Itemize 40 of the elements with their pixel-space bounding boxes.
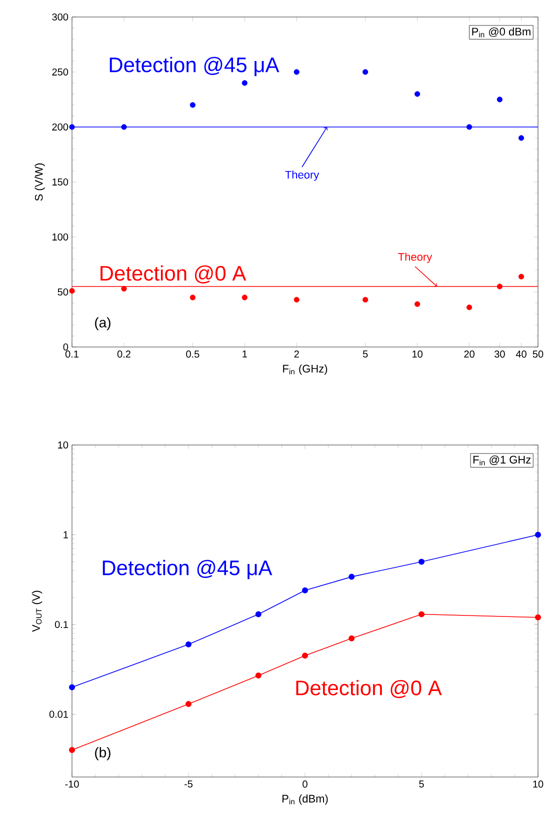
annotation: F$_{in}$ @1 GHz [473, 456, 531, 466]
y-tick-label: 0.1 [55, 620, 68, 628]
y-tick-label: 1 [64, 531, 68, 538]
y-tick-label: 50 [58, 288, 68, 296]
series-label: Detection @0 A [100, 265, 246, 284]
y-tick-label: 250 [52, 68, 68, 76]
x-axis-title: F$_{in}$ (GHz) [283, 364, 328, 375]
x-tick-label: 5 [363, 350, 368, 358]
x-tick-label: 40 [516, 350, 526, 358]
x-axis-title: P$_{in}$ (dBm) [282, 794, 328, 805]
y-tick-label: 0.01 [49, 710, 68, 718]
series-label: Detection @0 A [296, 680, 442, 698]
x-tick-label: 0.2 [117, 350, 130, 358]
y-tick-label: 0 [63, 343, 68, 351]
annotation: (a) [95, 317, 110, 330]
x-tick-label: 30 [494, 350, 505, 358]
series-label: Detection @45 μA [102, 560, 272, 580]
annotation: Theory [398, 252, 432, 263]
y-tick-label: 100 [52, 233, 68, 241]
x-tick-label: 0.5 [186, 350, 200, 358]
x-tick-label: 50 [532, 350, 544, 358]
x-tick-label: -5 [184, 780, 193, 788]
y-tick-label: 300 [52, 13, 68, 21]
annotation: Theory [285, 170, 320, 181]
annotation: P$_{in}$ @0 dBm [472, 27, 530, 38]
x-tick-label: 0 [302, 780, 308, 788]
x-tick-label: 1 [242, 350, 248, 358]
y-tick-label: 150 [52, 178, 68, 186]
x-tick-label: 10 [412, 350, 423, 358]
x-tick-label: -10 [65, 780, 79, 788]
series-label: Detection @45 μA [110, 56, 280, 76]
x-tick-label: 5 [419, 780, 424, 788]
y-axis-title: S (V/W) [34, 163, 45, 201]
y-axis-title: V$_{OUT}$ (V) [32, 590, 42, 632]
y-tick-label: 200 [52, 123, 68, 131]
y-tick-label: 10 [58, 441, 68, 449]
x-tick-label: 20 [464, 350, 475, 358]
annotation: (b) [95, 747, 110, 760]
x-tick-label: 10 [533, 780, 544, 788]
x-tick-label: 2 [294, 350, 299, 358]
